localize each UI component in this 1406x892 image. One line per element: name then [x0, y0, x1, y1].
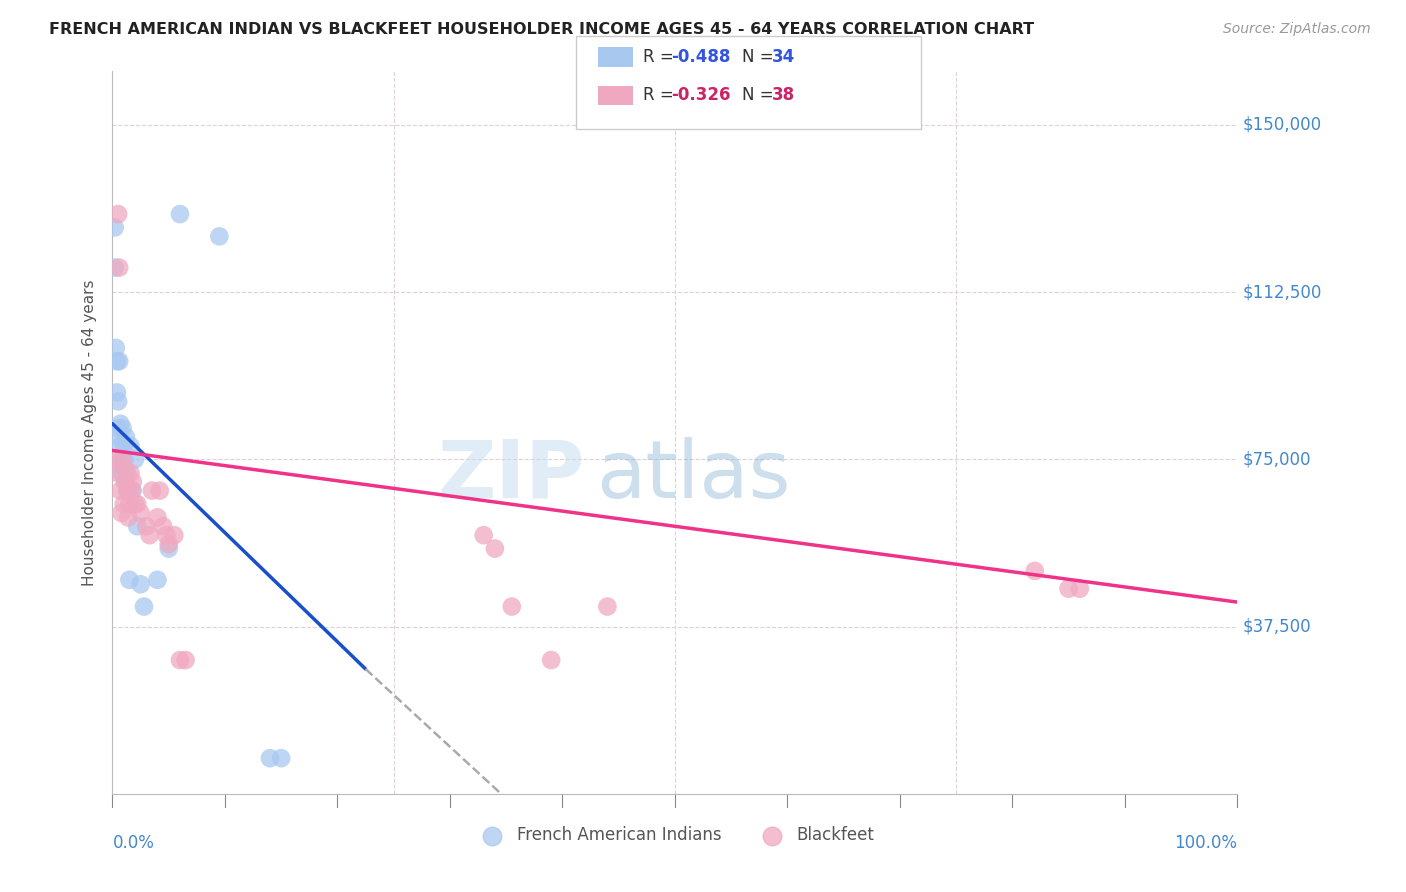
Point — [169, 207, 191, 221]
Point — [107, 207, 129, 221]
Point — [1069, 582, 1091, 596]
Point — [132, 599, 155, 614]
Point — [118, 573, 141, 587]
Point — [117, 483, 139, 498]
Point — [114, 475, 136, 489]
Point — [104, 220, 127, 235]
Point — [118, 497, 141, 511]
Point — [115, 466, 138, 480]
Point — [157, 537, 180, 551]
Point — [157, 541, 180, 556]
Y-axis label: Householder Income Ages 45 - 64 years: Householder Income Ages 45 - 64 years — [82, 279, 97, 586]
Text: R =: R = — [643, 87, 679, 104]
Text: atlas: atlas — [596, 437, 790, 515]
Point — [540, 653, 562, 667]
Point — [115, 483, 138, 498]
Text: N =: N = — [742, 87, 779, 104]
Legend: French American Indians, Blackfeet: French American Indians, Blackfeet — [468, 819, 882, 851]
Point — [155, 528, 177, 542]
Text: 100.0%: 100.0% — [1174, 834, 1237, 852]
Point — [208, 229, 231, 244]
Point — [141, 483, 163, 498]
Point — [110, 452, 132, 467]
Text: $150,000: $150,000 — [1243, 116, 1322, 134]
Point — [163, 528, 186, 542]
Point — [107, 394, 129, 409]
Text: FRENCH AMERICAN INDIAN VS BLACKFEET HOUSEHOLDER INCOME AGES 45 - 64 YEARS CORREL: FRENCH AMERICAN INDIAN VS BLACKFEET HOUS… — [49, 22, 1035, 37]
Point — [120, 466, 142, 480]
Text: 38: 38 — [772, 87, 794, 104]
Point — [1057, 582, 1080, 596]
Point — [120, 439, 142, 453]
Point — [110, 506, 132, 520]
Point — [501, 599, 523, 614]
Point — [105, 354, 128, 368]
Point — [110, 483, 132, 498]
Text: $112,500: $112,500 — [1243, 283, 1322, 301]
Point — [121, 475, 143, 489]
Text: ZIP: ZIP — [437, 437, 585, 515]
Point — [270, 751, 292, 765]
Point — [110, 417, 132, 431]
Point — [104, 341, 127, 355]
Point — [129, 577, 152, 591]
Point — [146, 573, 169, 587]
Point — [124, 497, 146, 511]
Point — [110, 439, 132, 453]
Point — [114, 452, 136, 467]
Text: $37,500: $37,500 — [1243, 617, 1312, 636]
Point — [169, 653, 191, 667]
Text: N =: N = — [742, 48, 779, 66]
Point — [104, 260, 127, 275]
Point — [127, 497, 149, 511]
Point — [111, 452, 134, 467]
Point — [146, 510, 169, 524]
Point — [121, 483, 143, 498]
Point — [104, 452, 127, 467]
Point — [135, 519, 157, 533]
Point — [121, 483, 143, 498]
Point — [138, 528, 160, 542]
Point — [127, 519, 149, 533]
Point — [115, 430, 138, 444]
Point — [174, 653, 197, 667]
Point — [105, 385, 128, 400]
Point — [107, 421, 129, 435]
Point — [129, 506, 152, 520]
Point — [110, 466, 132, 480]
Point — [117, 510, 139, 524]
Text: 0.0%: 0.0% — [112, 834, 155, 852]
Point — [152, 519, 174, 533]
Text: 34: 34 — [772, 48, 796, 66]
Point — [105, 466, 128, 480]
Point — [124, 452, 146, 467]
Text: R =: R = — [643, 48, 679, 66]
Point — [111, 421, 134, 435]
Point — [115, 475, 138, 489]
Text: -0.488: -0.488 — [671, 48, 730, 66]
Point — [108, 260, 131, 275]
Point — [108, 354, 131, 368]
Point — [108, 430, 131, 444]
Text: $75,000: $75,000 — [1243, 450, 1312, 468]
Point — [259, 751, 281, 765]
Point — [112, 497, 135, 511]
Text: -0.326: -0.326 — [671, 87, 730, 104]
Point — [596, 599, 619, 614]
Point — [114, 461, 136, 475]
Point — [472, 528, 495, 542]
Point — [112, 461, 135, 475]
Point — [112, 439, 135, 453]
Point — [1024, 564, 1046, 578]
Text: Source: ZipAtlas.com: Source: ZipAtlas.com — [1223, 22, 1371, 37]
Point — [149, 483, 172, 498]
Point — [484, 541, 506, 556]
